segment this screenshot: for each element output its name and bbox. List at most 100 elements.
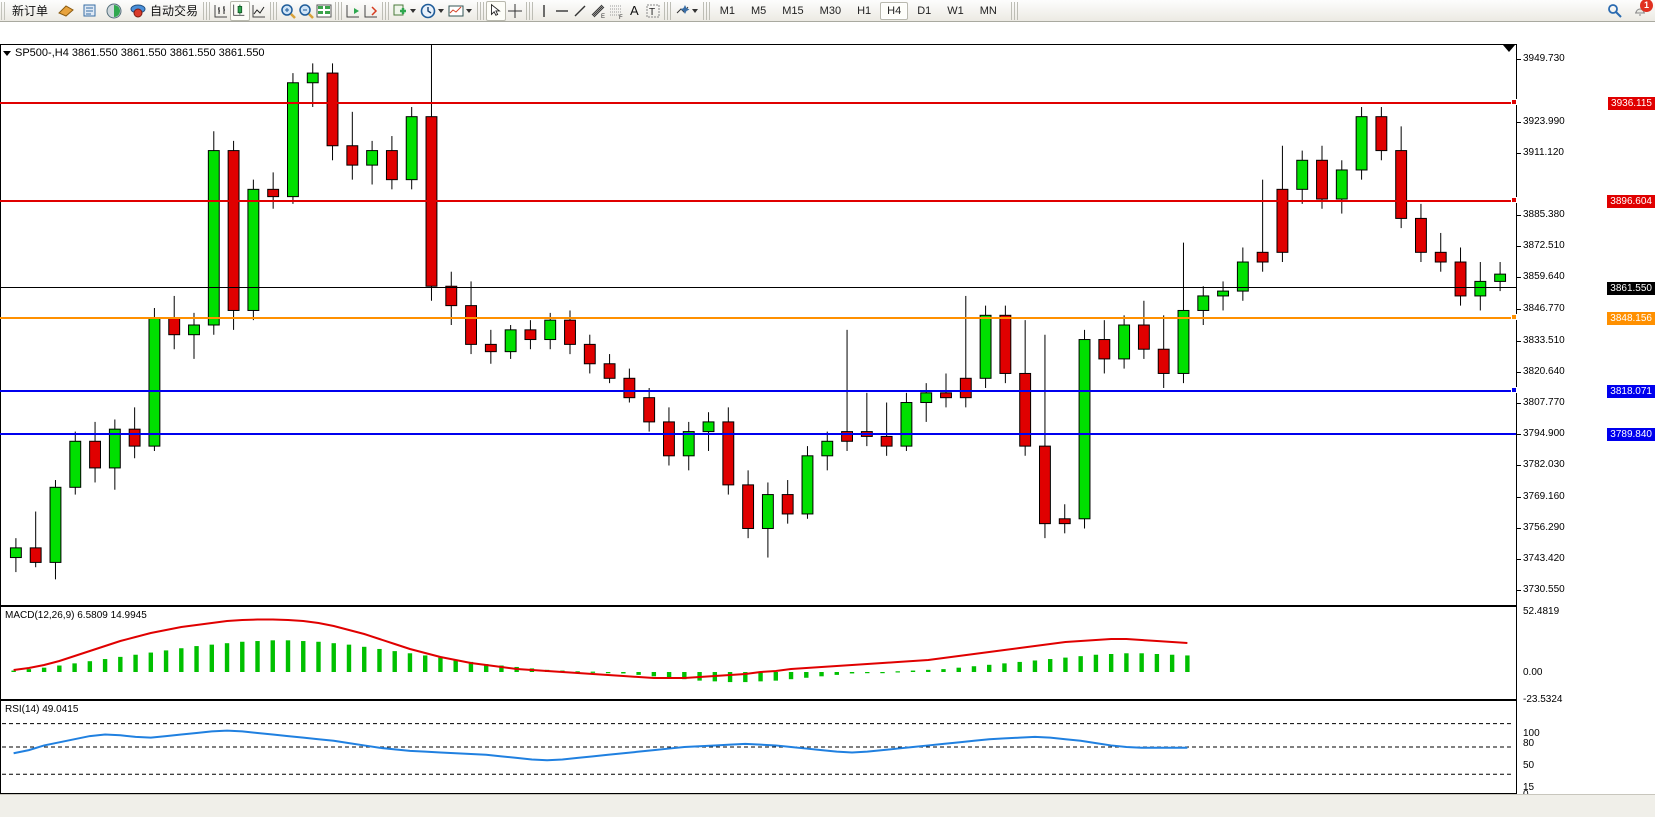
auto-scroll-icon[interactable] <box>362 2 380 20</box>
price-axis-label: 3923.990 <box>1523 115 1565 127</box>
price-axis-label: 3872.510 <box>1523 240 1565 252</box>
price-tag-resistance-lower[interactable]: 3896.604 <box>1607 195 1655 208</box>
bar-chart-icon[interactable] <box>212 2 230 20</box>
macd-axis-tick-bot: -23.5324 <box>1523 694 1563 705</box>
chart-scroll-down-icon[interactable] <box>1503 45 1515 52</box>
timeframe-h1[interactable]: H1 <box>857 4 872 17</box>
new-order-icon[interactable] <box>57 2 75 20</box>
price-axis-label: 3794.900 <box>1523 428 1565 440</box>
toolbar-separator <box>702 1 710 20</box>
timeframe-d1[interactable]: D1 <box>917 4 932 17</box>
svg-text:T: T <box>649 7 655 18</box>
horizontal-line-icon[interactable] <box>553 2 571 20</box>
price-axis-tick <box>1517 590 1521 592</box>
toolbar-separator <box>663 1 671 20</box>
shapes-icon[interactable] <box>673 2 691 20</box>
chart-area[interactable]: SP500-,H4 3861.550 3861.550 3861.550 386… <box>0 22 1655 816</box>
trendline-icon[interactable] <box>571 2 589 20</box>
price-axis-tick <box>1517 121 1521 123</box>
shapes-dropdown-caret[interactable] <box>691 8 698 13</box>
price-axis[interactable]: 3949.730 3923.990 3911.120 3885.380 3872.510… <box>1516 44 1655 800</box>
level-handle-resistance-lower[interactable] <box>1511 197 1517 203</box>
price-tag-pivot[interactable]: 3848.156 <box>1607 312 1655 325</box>
new-order-button[interactable]: 新订单 <box>12 4 49 18</box>
zoom-in-icon[interactable] <box>279 2 297 20</box>
level-handle-resistance-upper[interactable] <box>1511 99 1517 105</box>
search-icon[interactable] <box>1606 2 1624 20</box>
timeframe-w1[interactable]: W1 <box>947 4 964 17</box>
level-handle-pivot[interactable] <box>1511 314 1517 320</box>
price-axis-label: 3782.030 <box>1523 459 1565 471</box>
text-label-icon[interactable]: T <box>644 2 662 20</box>
price-axis-label: 3833.510 <box>1523 334 1565 346</box>
timeframe-m15[interactable]: M15 <box>782 4 804 17</box>
timeframe-m5[interactable]: M5 <box>750 4 767 17</box>
auto-trading-button[interactable]: 自动交易 <box>150 4 199 18</box>
level-line-support-upper[interactable] <box>0 390 1516 392</box>
equidistant-channel-icon[interactable]: E <box>589 2 607 20</box>
timeframe-m30[interactable]: M30 <box>819 4 842 17</box>
candlestick-series <box>9 44 1507 580</box>
price-axis-tick <box>1517 340 1521 342</box>
main-toolbar: 新订单 自动交易 <box>0 0 1655 22</box>
periods-dropdown-caret[interactable] <box>438 8 445 13</box>
crosshair-icon[interactable] <box>506 2 524 20</box>
price-tag-support-upper[interactable]: 3818.071 <box>1607 385 1655 398</box>
price-tag-support-lower[interactable]: 3789.840 <box>1607 428 1655 441</box>
level-line-last-price <box>0 287 1516 288</box>
market-watch-icon[interactable] <box>105 2 123 20</box>
price-axis-tick <box>1517 403 1521 405</box>
timeframe-mn[interactable]: MN <box>979 4 997 17</box>
price-axis-label: 3949.730 <box>1523 53 1565 65</box>
price-axis-label: 3846.770 <box>1523 302 1565 314</box>
toolbar-separator <box>270 1 278 20</box>
grid-icon[interactable] <box>315 2 333 20</box>
indicators-dropdown-caret[interactable] <box>410 8 417 13</box>
toolbar-separator <box>203 1 211 20</box>
level-line-support-lower[interactable] <box>0 433 1516 435</box>
level-line-resistance-upper[interactable] <box>0 102 1516 104</box>
price-axis-tick <box>1517 152 1521 154</box>
line-chart-icon[interactable] <box>250 2 268 20</box>
rsi-indicator-label: RSI(14) 49.0415 <box>3 704 81 715</box>
macd-indicator-label: MACD(12,26,9) 6.5809 14.9945 <box>3 610 149 621</box>
timeframe-h4[interactable]: H4 <box>880 1 909 20</box>
timeframe-m1[interactable]: M1 <box>719 4 735 17</box>
fibonacci-icon[interactable]: F <box>607 2 625 20</box>
rsi-axis-tick-15: 15 <box>1523 782 1535 793</box>
status-bar <box>0 794 1655 817</box>
level-line-resistance-lower[interactable] <box>0 200 1516 202</box>
chart-menu-triangle-icon[interactable] <box>3 50 11 56</box>
indicators-icon[interactable] <box>391 2 409 20</box>
candlestick-chart-icon[interactable] <box>230 0 251 21</box>
chart-shift-icon[interactable] <box>344 2 362 20</box>
level-line-pivot[interactable] <box>0 317 1516 319</box>
data-window-icon[interactable] <box>81 2 99 20</box>
text-icon[interactable]: A <box>630 3 639 18</box>
price-axis-label: 3743.420 <box>1523 552 1565 564</box>
level-handle-support-upper[interactable] <box>1511 387 1517 393</box>
rsi-axis-tick-100: 100 <box>1523 728 1540 739</box>
price-tag-resistance-upper[interactable]: 3936.115 <box>1608 97 1655 110</box>
macd-series <box>11 618 1190 683</box>
svg-text:F: F <box>619 15 623 20</box>
price-axis-tick <box>1517 434 1521 436</box>
toolbar-separator <box>477 1 485 20</box>
zoom-out-icon[interactable] <box>297 2 315 20</box>
vertical-line-icon[interactable] <box>535 2 553 20</box>
toolbar-grip[interactable] <box>1 1 7 20</box>
periods-icon[interactable] <box>419 2 437 20</box>
chart-title-text: SP500-,H4 3861.550 3861.550 3861.550 386… <box>15 47 265 59</box>
rsi-series <box>2 723 1513 775</box>
navigator-icon[interactable] <box>129 2 147 20</box>
cursor-icon[interactable] <box>486 0 507 21</box>
price-axis-label: 3820.640 <box>1523 365 1565 377</box>
alerts-icon[interactable]: 1 <box>1631 0 1653 20</box>
price-axis-tick <box>1517 527 1521 529</box>
price-axis-label: 3885.380 <box>1523 209 1565 221</box>
templates-icon[interactable] <box>447 2 465 20</box>
price-axis-tick <box>1517 215 1521 217</box>
toolbar-separator <box>335 1 343 20</box>
price-axis-tick <box>1517 465 1521 467</box>
templates-dropdown-caret[interactable] <box>466 8 473 13</box>
